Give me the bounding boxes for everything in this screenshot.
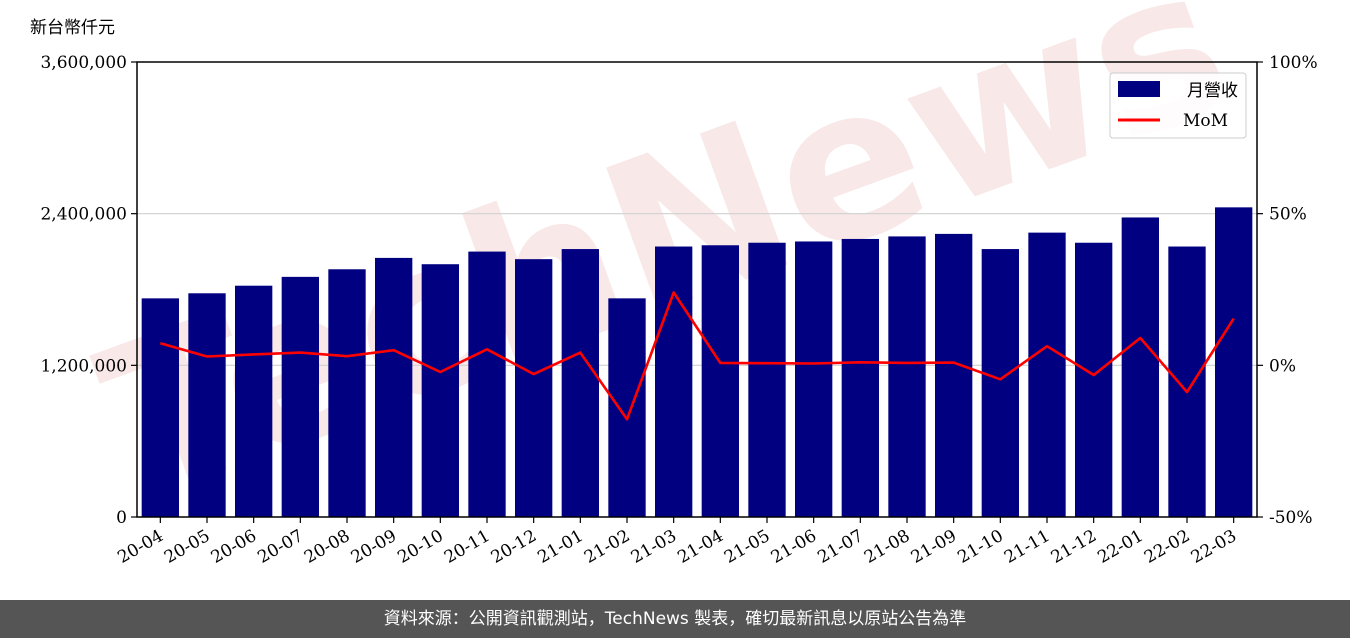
left-tick-label: 3,600,000	[40, 53, 127, 73]
x-tick-label: 20-09	[348, 526, 400, 568]
bar-21-12	[1075, 242, 1113, 517]
x-tick-label: 20-07	[254, 526, 306, 568]
bar-20-09	[375, 257, 413, 517]
bar-21-11	[1028, 232, 1066, 517]
right-tick-label: 100%	[1269, 53, 1318, 73]
bar-21-06	[795, 241, 833, 517]
left-tick-label: 1,200,000	[40, 356, 127, 376]
x-tick-label: 20-11	[441, 526, 493, 568]
bar-21-09	[935, 233, 973, 517]
x-tick-label: 20-08	[301, 526, 353, 568]
gridlines	[137, 213, 1257, 366]
x-tick-label: 21-06	[768, 526, 820, 568]
x-tick-label: 22-03	[1188, 526, 1240, 568]
bar-21-08	[888, 236, 926, 517]
legend-swatch-bar	[1118, 81, 1160, 97]
left-tick-label: 0	[116, 508, 127, 528]
y-unit-label: 新台幣仟元	[30, 18, 115, 38]
x-tick-label: 22-02	[1141, 526, 1193, 568]
mom-line-series	[159, 291, 1235, 421]
right-tick-label: 50%	[1269, 205, 1307, 225]
bar-21-02	[608, 298, 646, 517]
x-tick-label: 21-02	[581, 526, 633, 568]
x-tick-label: 20-04	[114, 526, 166, 568]
bar-20-11	[468, 251, 506, 518]
bar-21-10	[981, 249, 1019, 518]
bar-20-08	[328, 269, 366, 517]
x-tick-label: 22-01	[1094, 526, 1146, 568]
bar-20-07	[281, 276, 319, 517]
right-tick-label: 0%	[1269, 356, 1296, 376]
mom-line	[159, 291, 1235, 421]
bar-21-01	[561, 249, 599, 518]
x-tick-label: 21-03	[628, 526, 680, 568]
x-tick-label: 20-10	[394, 526, 446, 568]
chart: 新台幣仟元 TechNews 01,200,0002,400,0003,600,…	[30, 0, 1318, 568]
bar-20-10	[421, 264, 459, 517]
x-tick-label: 20-12	[488, 526, 540, 568]
x-tick-label: 21-07	[814, 526, 866, 568]
x-tick-label: 21-04	[674, 526, 726, 568]
bar-21-04	[701, 245, 739, 517]
plot-frame	[136, 61, 1258, 518]
legend: 月營收 MoM	[1109, 72, 1247, 139]
bar-21-03	[655, 246, 693, 517]
x-tick-label: 21-01	[534, 526, 586, 568]
x-tick-label: 21-10	[954, 526, 1006, 568]
x-tick-label: 20-06	[208, 526, 260, 568]
bar-20-05	[188, 293, 226, 517]
bar-22-03	[1215, 207, 1253, 517]
x-tick-label: 21-11	[1001, 526, 1053, 568]
x-tick-label: 21-08	[861, 526, 913, 568]
bar-21-07	[841, 238, 879, 517]
bar-21-05	[748, 242, 786, 517]
x-tick-label: 21-09	[908, 526, 960, 568]
source-footer: 資料來源：公開資訊觀測站，TechNews 製表，確切最新訊息以原站公告為準	[0, 600, 1350, 638]
left-tick-label: 2,400,000	[40, 205, 127, 225]
bar-20-12	[515, 259, 553, 517]
right-tick-label: -50%	[1269, 508, 1313, 528]
bar-20-06	[235, 285, 273, 517]
bar-20-04	[141, 298, 179, 517]
legend-label-mom: MoM	[1183, 111, 1228, 131]
bar-series	[141, 207, 1253, 518]
x-tick-label: 21-12	[1048, 526, 1100, 568]
bar-22-02	[1168, 246, 1206, 517]
bar-22-01	[1121, 217, 1159, 518]
x-tick-label: 21-05	[721, 526, 773, 568]
legend-label-revenue: 月營收	[1187, 81, 1238, 101]
